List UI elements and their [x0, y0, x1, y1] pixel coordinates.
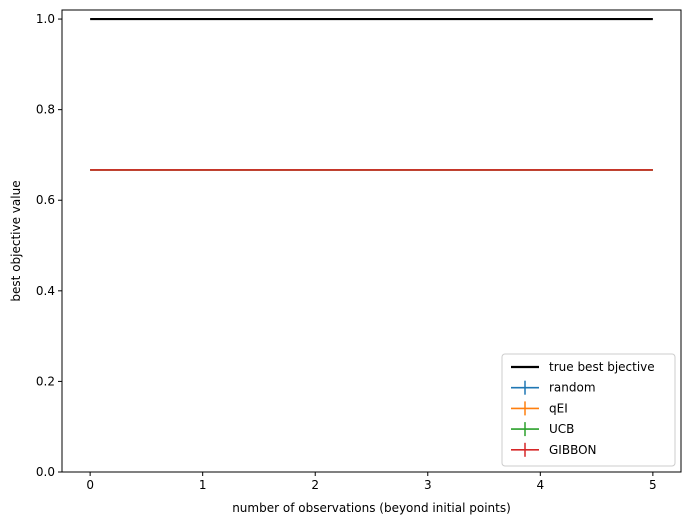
- x-axis: 0 1 2 3 4 5: [86, 472, 657, 492]
- x-tick-label: 5: [649, 478, 657, 492]
- y-axis: 0.0 0.2 0.4 0.6 0.8 1.0: [36, 12, 62, 479]
- y-tick-label: 0.0: [36, 465, 55, 479]
- legend-item: random: [511, 380, 596, 395]
- x-tick-label: 4: [536, 478, 544, 492]
- legend-label: UCB: [549, 422, 574, 436]
- plot-area-frame: [61, 9, 682, 473]
- legend-label: random: [549, 381, 596, 395]
- legend-item: qEI: [511, 401, 568, 416]
- y-tick-label: 1.0: [36, 12, 55, 26]
- y-tick-label: 0.2: [36, 374, 55, 388]
- legend-label: qEI: [549, 401, 568, 415]
- legend-item: GIBBON: [511, 442, 597, 457]
- legend-label: GIBBON: [549, 443, 597, 457]
- y-tick-label: 0.8: [36, 103, 55, 117]
- legend: true best bjective random qEI UCB GIBBON: [501, 353, 676, 467]
- x-axis-label: number of observations (beyond initial p…: [232, 501, 511, 515]
- x-tick-label: 0: [86, 478, 94, 492]
- legend-item: true best bjective: [511, 360, 655, 374]
- y-axis-label: best objective value: [9, 180, 23, 301]
- y-tick-label: 0.4: [36, 284, 55, 298]
- legend-item: UCB: [511, 422, 574, 437]
- legend-box: [501, 353, 676, 467]
- y-tick-label: 0.6: [36, 193, 55, 207]
- series-layer: [90, 17, 653, 171]
- x-tick-label: 2: [311, 478, 319, 492]
- x-tick-label: 3: [424, 478, 432, 492]
- legend-label: true best bjective: [549, 360, 655, 374]
- x-tick-label: 1: [199, 478, 207, 492]
